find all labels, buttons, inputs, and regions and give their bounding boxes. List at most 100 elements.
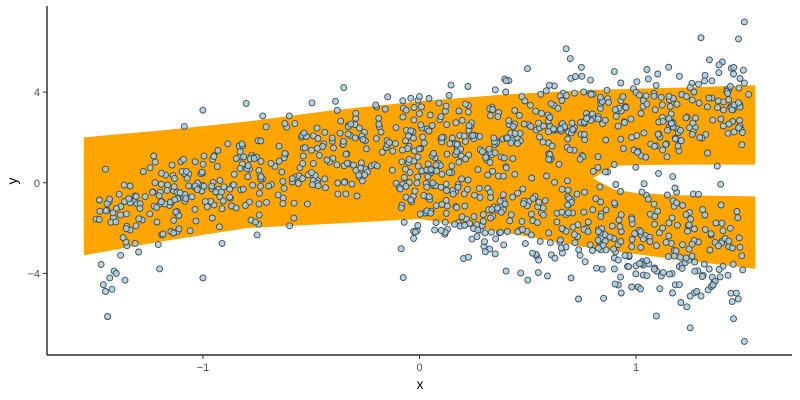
data-point [664, 253, 672, 261]
data-point [438, 201, 446, 208]
data-point [502, 164, 510, 172]
data-point [568, 119, 576, 127]
data-point [259, 112, 267, 120]
data-point [507, 211, 515, 219]
data-point [625, 263, 633, 271]
data-point [699, 206, 707, 214]
data-point [738, 252, 746, 260]
data-point [131, 239, 139, 247]
data-point [724, 271, 732, 279]
data-point [431, 226, 439, 234]
data-point [633, 148, 641, 156]
data-point [419, 133, 427, 141]
data-point [574, 221, 582, 229]
data-point [410, 104, 418, 111]
data-point [263, 198, 270, 206]
data-point [361, 171, 369, 179]
data-point [479, 217, 487, 225]
data-point [460, 190, 468, 198]
data-point [545, 229, 553, 237]
data-point [617, 273, 624, 281]
data-point [136, 204, 144, 212]
data-point [646, 238, 654, 245]
data-point [685, 221, 693, 229]
data-point [564, 201, 572, 209]
data-point [170, 216, 178, 224]
data-point [708, 77, 716, 85]
data-point [242, 99, 250, 107]
data-point [499, 191, 507, 199]
data-point [462, 155, 469, 163]
data-point [592, 195, 600, 203]
data-point [321, 128, 329, 136]
data-point [564, 135, 572, 143]
data-point [578, 72, 586, 80]
data-point [391, 140, 399, 148]
data-point [461, 221, 469, 229]
data-point [674, 142, 682, 150]
data-point [584, 228, 592, 236]
data-point [527, 231, 535, 239]
data-point [470, 213, 478, 221]
data-point [153, 203, 161, 211]
data-point [676, 253, 684, 261]
data-point [416, 210, 424, 218]
data-point [543, 172, 550, 180]
data-point [402, 106, 410, 114]
data-point [655, 229, 663, 237]
data-point [655, 169, 662, 177]
data-point [597, 198, 605, 206]
data-point [698, 273, 706, 281]
data-point [358, 177, 366, 185]
data-point [520, 120, 528, 128]
data-point [426, 111, 434, 119]
data-point [617, 188, 624, 195]
data-point [734, 295, 742, 303]
data-point [608, 222, 616, 230]
data-point [159, 230, 167, 238]
data-point [399, 113, 407, 121]
data-point [290, 214, 298, 222]
data-point [643, 272, 651, 280]
y-axis-title: y [4, 178, 20, 185]
data-point [548, 142, 556, 150]
data-point [353, 192, 361, 200]
data-point [418, 103, 425, 111]
data-point [692, 114, 699, 122]
data-point [106, 195, 113, 203]
data-point [350, 161, 357, 169]
data-point [214, 147, 222, 154]
data-point [486, 112, 494, 120]
data-point [415, 145, 423, 153]
data-point [697, 292, 705, 300]
data-point [686, 324, 694, 332]
data-point [594, 236, 602, 244]
data-point [410, 116, 418, 124]
data-point [617, 79, 625, 87]
data-point [219, 197, 227, 205]
data-point [496, 197, 504, 205]
data-point [168, 161, 176, 169]
data-point [524, 276, 532, 284]
data-point [224, 140, 232, 148]
data-point [301, 144, 309, 152]
data-point [704, 149, 711, 157]
data-point [617, 135, 625, 143]
data-point [95, 196, 103, 204]
data-point [571, 89, 578, 97]
data-point [355, 171, 363, 179]
data-point [314, 135, 322, 142]
data-point [303, 200, 311, 208]
data-point [443, 150, 451, 158]
data-point [621, 119, 628, 127]
data-point [622, 104, 630, 111]
data-point [502, 88, 510, 96]
data-point [588, 247, 596, 254]
data-point [656, 285, 664, 293]
data-point [451, 220, 459, 228]
data-point [309, 160, 317, 168]
data-point [286, 222, 294, 230]
data-point [384, 93, 392, 101]
data-point [125, 195, 133, 203]
data-point [671, 184, 679, 192]
